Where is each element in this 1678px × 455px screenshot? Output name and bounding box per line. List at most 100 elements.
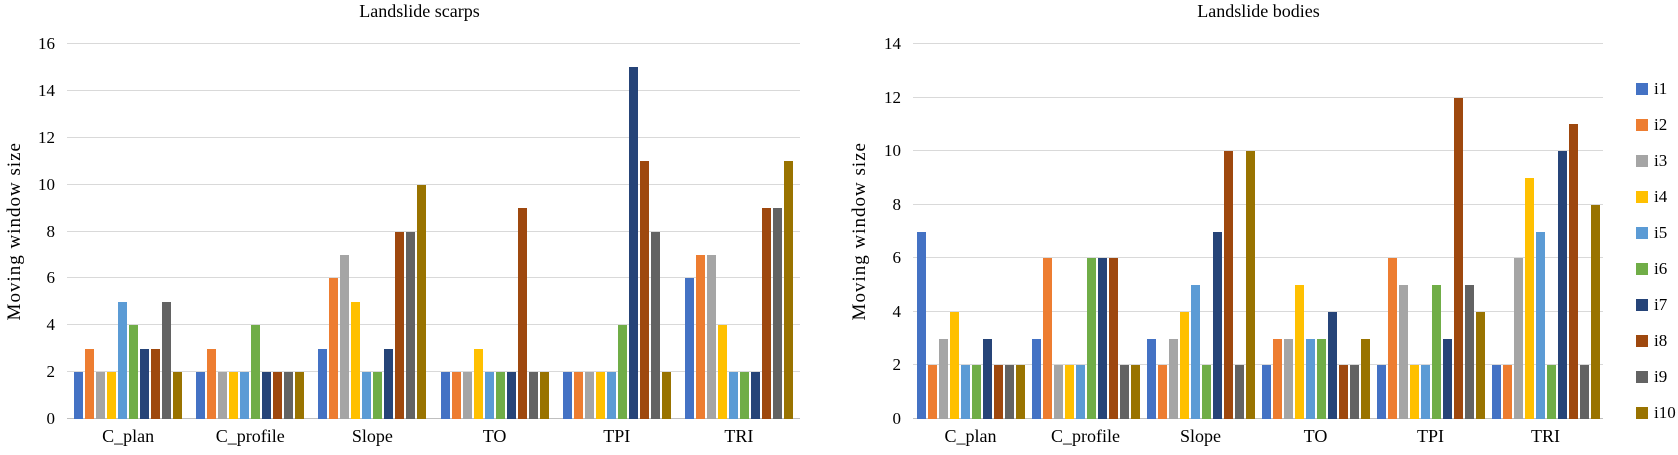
bar-group-to bbox=[434, 44, 556, 419]
bar-i9-to bbox=[1349, 365, 1359, 419]
bar-i8-c_plan bbox=[993, 365, 1003, 419]
bar-i10-c_plan bbox=[1015, 365, 1025, 419]
bar-i8-c_profile bbox=[1108, 258, 1118, 419]
bar-i5-tri bbox=[1535, 231, 1545, 419]
bar-i4-slope bbox=[351, 301, 361, 419]
bar-i5-c_plan bbox=[118, 301, 128, 419]
y-tick-label-2: 2 bbox=[46, 362, 56, 382]
y-axis-title: Moving window size bbox=[4, 142, 25, 321]
x-category-label-c_plan: C_plan bbox=[102, 426, 155, 446]
bar-i6-tpi bbox=[1431, 285, 1441, 419]
bar-i2-c_profile bbox=[1042, 258, 1052, 419]
legend-swatch-i4 bbox=[1636, 191, 1648, 203]
x-category-label-c_profile: C_profile bbox=[215, 426, 285, 446]
y-tick-label-14: 14 bbox=[38, 80, 55, 100]
y-axis-tick-labels: 0 2 4 6 8 10 12 14 bbox=[874, 34, 902, 428]
bar-i4-tpi bbox=[595, 372, 605, 419]
gridline-y12 bbox=[913, 96, 1603, 98]
bar-i6-c_profile bbox=[251, 325, 261, 419]
bar-i8-slope bbox=[395, 231, 405, 419]
legend-entry-i10: i10 bbox=[1636, 404, 1676, 422]
bar-i5-tri bbox=[728, 372, 738, 419]
bar-i4-tri bbox=[1524, 177, 1534, 419]
bar-i6-tri bbox=[739, 372, 749, 419]
bar-i2-to bbox=[1272, 338, 1282, 419]
legend-label-i2: i2 bbox=[1654, 115, 1668, 134]
legend-swatch-i5 bbox=[1636, 227, 1648, 239]
y-axis-title-box: Moving window size bbox=[847, 44, 873, 419]
bar-group-slope bbox=[1143, 44, 1258, 419]
bar-i1-tpi bbox=[1376, 365, 1386, 419]
legend-entry-i2: i2 bbox=[1636, 116, 1667, 134]
gridline-y10 bbox=[67, 183, 800, 185]
y-axis-title-box: Moving window size bbox=[2, 44, 28, 419]
y-tick-label-0: 0 bbox=[892, 409, 902, 428]
y-axis-tick-labels: 0 2 4 6 8 10 12 14 16 bbox=[28, 34, 56, 428]
bar-i1-slope bbox=[1146, 338, 1156, 419]
legend-entry-i6: i6 bbox=[1636, 260, 1667, 278]
bar-i10-slope bbox=[417, 184, 427, 419]
bar-i3-tri bbox=[706, 254, 716, 419]
y-tick-label-8: 8 bbox=[46, 221, 56, 241]
legend-entry-i1: i1 bbox=[1636, 80, 1667, 98]
bar-i10-to bbox=[1360, 338, 1370, 419]
bar-i6-to bbox=[495, 372, 505, 419]
bar-i2-c_plan bbox=[85, 348, 95, 419]
gridline-y8 bbox=[67, 230, 800, 232]
bar-i5-c_profile bbox=[240, 372, 250, 419]
legend-entry-i5: i5 bbox=[1636, 224, 1667, 242]
bar-i4-tri bbox=[717, 325, 727, 419]
bar-i5-c_profile bbox=[1075, 365, 1085, 419]
bar-group-c_profile bbox=[1028, 44, 1143, 419]
y-tick-label-12: 12 bbox=[884, 87, 901, 107]
bar-i7-tri bbox=[1557, 151, 1567, 419]
bar-i5-to bbox=[1305, 338, 1315, 419]
legend-label-i1: i1 bbox=[1654, 79, 1668, 98]
bar-i8-tpi bbox=[639, 161, 649, 419]
y-tick-label-6: 6 bbox=[892, 248, 902, 268]
bar-i2-tri bbox=[1502, 365, 1512, 419]
bar-i9-tri bbox=[772, 208, 782, 419]
gridline-y2 bbox=[913, 364, 1603, 366]
bar-i1-tpi bbox=[562, 372, 572, 419]
legend-swatch-i3 bbox=[1636, 155, 1648, 167]
gridline-y14 bbox=[67, 89, 800, 91]
bar-i9-c_profile bbox=[284, 372, 294, 419]
y-tick-label-2: 2 bbox=[892, 355, 902, 375]
bar-i8-to bbox=[1338, 365, 1348, 419]
x-category-label-tri: TRI bbox=[724, 426, 754, 446]
bar-i1-to bbox=[1261, 365, 1271, 419]
bar-group-to bbox=[1258, 44, 1373, 419]
gridline-y12 bbox=[67, 136, 800, 138]
x-category-label-slope: Slope bbox=[1179, 426, 1221, 446]
legend-entry-i9: i9 bbox=[1636, 368, 1667, 386]
bar-i1-c_plan bbox=[916, 231, 926, 419]
bar-i2-slope bbox=[1157, 365, 1167, 419]
gridline-y10 bbox=[913, 150, 1603, 152]
y-tick-label-8: 8 bbox=[892, 194, 902, 214]
legend: i1 i2 i3 i4 i5 i6 i7 i8 i9 i10 bbox=[1636, 0, 1678, 455]
gridline-y6 bbox=[67, 277, 800, 279]
bar-group-tri bbox=[1488, 44, 1603, 419]
bar-i7-tri bbox=[750, 372, 760, 419]
legend-label-i9: i9 bbox=[1654, 367, 1668, 386]
legend-swatch-i1 bbox=[1636, 83, 1648, 95]
legend-label-i10: i10 bbox=[1654, 403, 1676, 422]
bar-i3-to bbox=[462, 372, 472, 419]
bar-i10-tpi bbox=[661, 372, 671, 419]
chart-landslide-bodies: Landslide bodies Moving window size 0 2 4 6… bbox=[839, 0, 1678, 455]
bar-i8-c_profile bbox=[273, 372, 283, 419]
bar-i3-tpi bbox=[584, 372, 594, 419]
bar-i5-slope bbox=[1190, 285, 1200, 419]
bar-i7-c_plan bbox=[140, 348, 150, 419]
bar-i4-to bbox=[1294, 285, 1304, 419]
bar-i9-c_plan bbox=[1004, 365, 1014, 419]
bar-i9-to bbox=[528, 372, 538, 419]
gridline-y14 bbox=[913, 43, 1603, 44]
bar-i10-to bbox=[539, 372, 549, 419]
bar-i6-slope bbox=[1201, 365, 1211, 419]
bar-i5-tpi bbox=[606, 372, 616, 419]
y-tick-label-16: 16 bbox=[38, 34, 55, 53]
bar-i2-slope bbox=[329, 278, 339, 419]
